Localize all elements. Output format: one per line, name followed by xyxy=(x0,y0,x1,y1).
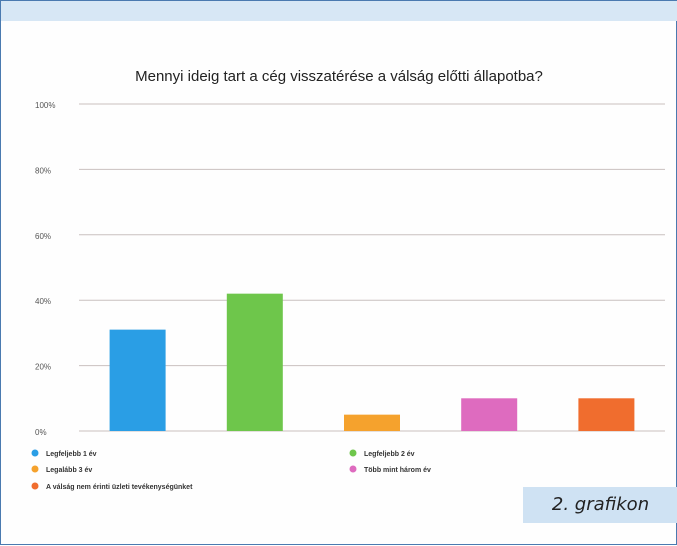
y-tick-label: 0% xyxy=(35,428,47,437)
bar xyxy=(109,329,166,431)
legend-label: A válság nem érinti üzleti tevékenységün… xyxy=(46,484,193,491)
y-tick-label: 80% xyxy=(35,166,51,175)
legend-marker xyxy=(31,465,39,473)
legend-label: Legfeljebb 1 év xyxy=(46,451,97,458)
bar xyxy=(344,414,400,431)
y-tick-label: 40% xyxy=(35,297,51,306)
legend-marker xyxy=(349,465,357,473)
grid xyxy=(79,103,665,432)
y-tick-label: 100% xyxy=(35,101,55,110)
bar xyxy=(461,398,518,431)
legend: Legfeljebb 1 év Legfeljebb 2 év Legalább 3… xyxy=(31,449,431,491)
bar xyxy=(226,293,283,431)
legend-marker xyxy=(31,449,39,457)
chart-title: Mennyi ideig tart a cég visszatérése a v… xyxy=(135,68,543,85)
figure-caption: 2. grafikon xyxy=(523,487,677,523)
bars xyxy=(109,293,635,431)
legend-marker xyxy=(349,449,357,457)
y-tick-label: 60% xyxy=(35,232,51,241)
legend-label: Legalább 3 év xyxy=(46,467,92,474)
legend-label: Legfeljebb 2 év xyxy=(364,451,415,458)
y-tick-label: 20% xyxy=(35,363,51,372)
legend-marker xyxy=(31,482,39,490)
top-bar xyxy=(1,1,677,21)
y-axis-ticks: 0% 20% 40% 60% 80% 100% xyxy=(35,101,55,437)
bar xyxy=(578,398,635,431)
legend-label: Több mint három év xyxy=(364,467,431,474)
